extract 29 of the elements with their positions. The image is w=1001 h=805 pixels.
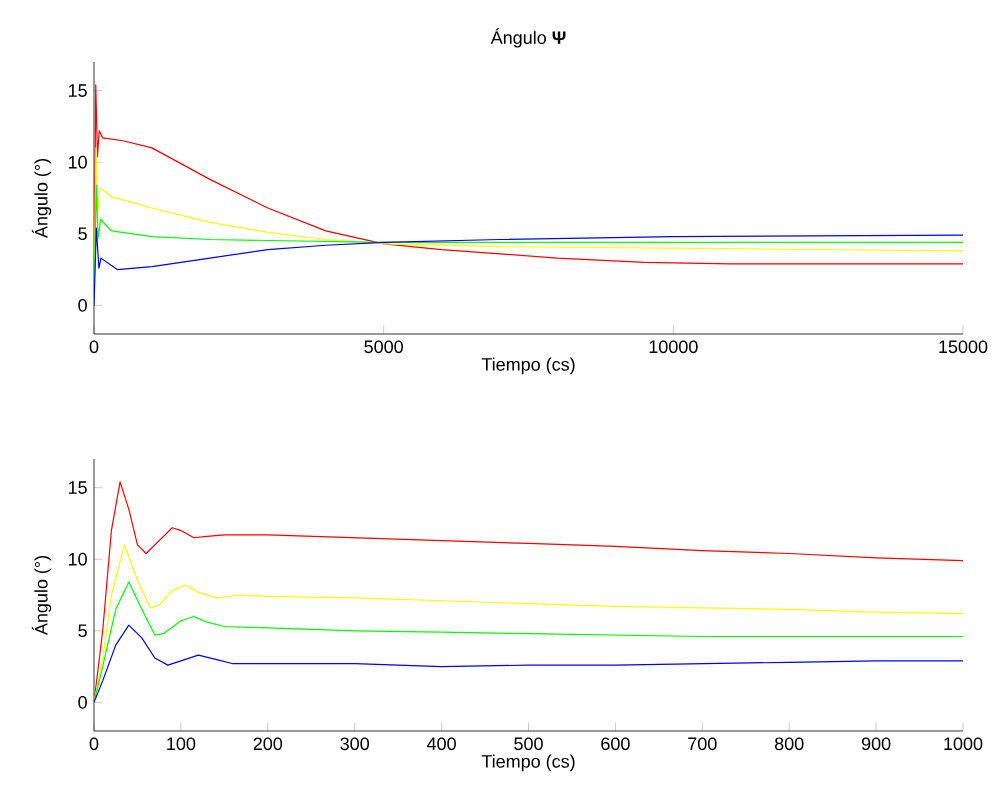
y-tick-label: 10 xyxy=(68,155,87,169)
line-series xyxy=(94,227,963,306)
chart-title: Ángulo Ψ xyxy=(490,28,566,48)
y-tick-label: 0 xyxy=(78,695,87,709)
y-tick-label: 0 xyxy=(78,298,87,312)
x-axis-title: Tiempo (cs) xyxy=(481,754,575,772)
y-tick-label: 5 xyxy=(78,227,87,241)
x-tick-label: 0 xyxy=(89,340,99,354)
x-axis-title: Tiempo (cs) xyxy=(481,357,575,375)
x-tick-label: 700 xyxy=(688,737,717,751)
y-tick-label: 15 xyxy=(68,84,87,97)
x-tick-label: 100 xyxy=(167,737,196,751)
x-tick-label: 500 xyxy=(514,737,543,751)
y-axis-title: Ángulo (°) xyxy=(31,556,52,636)
x-tick-label: 300 xyxy=(340,737,370,751)
x-tick-label: 600 xyxy=(601,737,630,751)
x-tick-label: 400 xyxy=(426,737,456,751)
y-tick-label: 5 xyxy=(78,624,87,638)
x-tick-label: 10000 xyxy=(649,340,698,354)
y-tick-label: 10 xyxy=(68,552,87,566)
x-tick-label: 900 xyxy=(861,737,891,751)
y-axis-title: Ángulo (°) xyxy=(31,159,52,239)
x-tick-label: 200 xyxy=(253,737,283,751)
x-tick-label: 15000 xyxy=(939,340,988,354)
x-tick-label: 0 xyxy=(89,737,99,751)
x-tick-label: 5000 xyxy=(364,340,403,354)
y-tick-label: 15 xyxy=(68,481,87,494)
x-tick-label: 1000 xyxy=(944,737,983,751)
x-tick-label: 800 xyxy=(774,737,804,751)
